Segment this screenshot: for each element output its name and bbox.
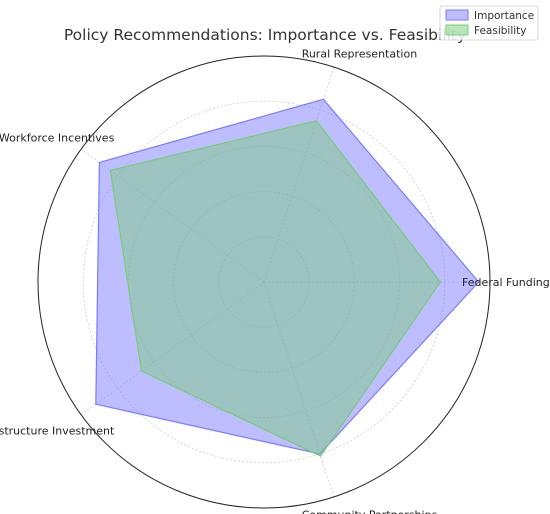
category-label-rural-representation: Rural Representation bbox=[302, 47, 418, 60]
legend-label-feasibility: Feasibility bbox=[474, 25, 527, 37]
legend-label-importance: Importance bbox=[474, 10, 534, 22]
category-label-federal-funding: Federal Funding bbox=[462, 276, 550, 289]
radar-outer-ring bbox=[37, 55, 491, 509]
legend-swatch-feasibility bbox=[445, 24, 469, 36]
legend: Importance Feasibility bbox=[439, 5, 539, 41]
series-area-feasibility bbox=[109, 120, 442, 457]
legend-swatch-importance bbox=[445, 9, 469, 21]
category-labels: Federal Funding Rural Representation Workf… bbox=[0, 47, 550, 514]
category-label-infrastructure-investment: Infrastructure Investment bbox=[0, 424, 115, 437]
chart-title: Policy Recommendations: Importance vs. F… bbox=[64, 26, 466, 44]
category-label-workforce-incentives: Workforce Incentives bbox=[0, 132, 115, 145]
radar-series bbox=[95, 98, 480, 457]
category-label-community-partnerships: Community Partnerships bbox=[302, 509, 438, 514]
